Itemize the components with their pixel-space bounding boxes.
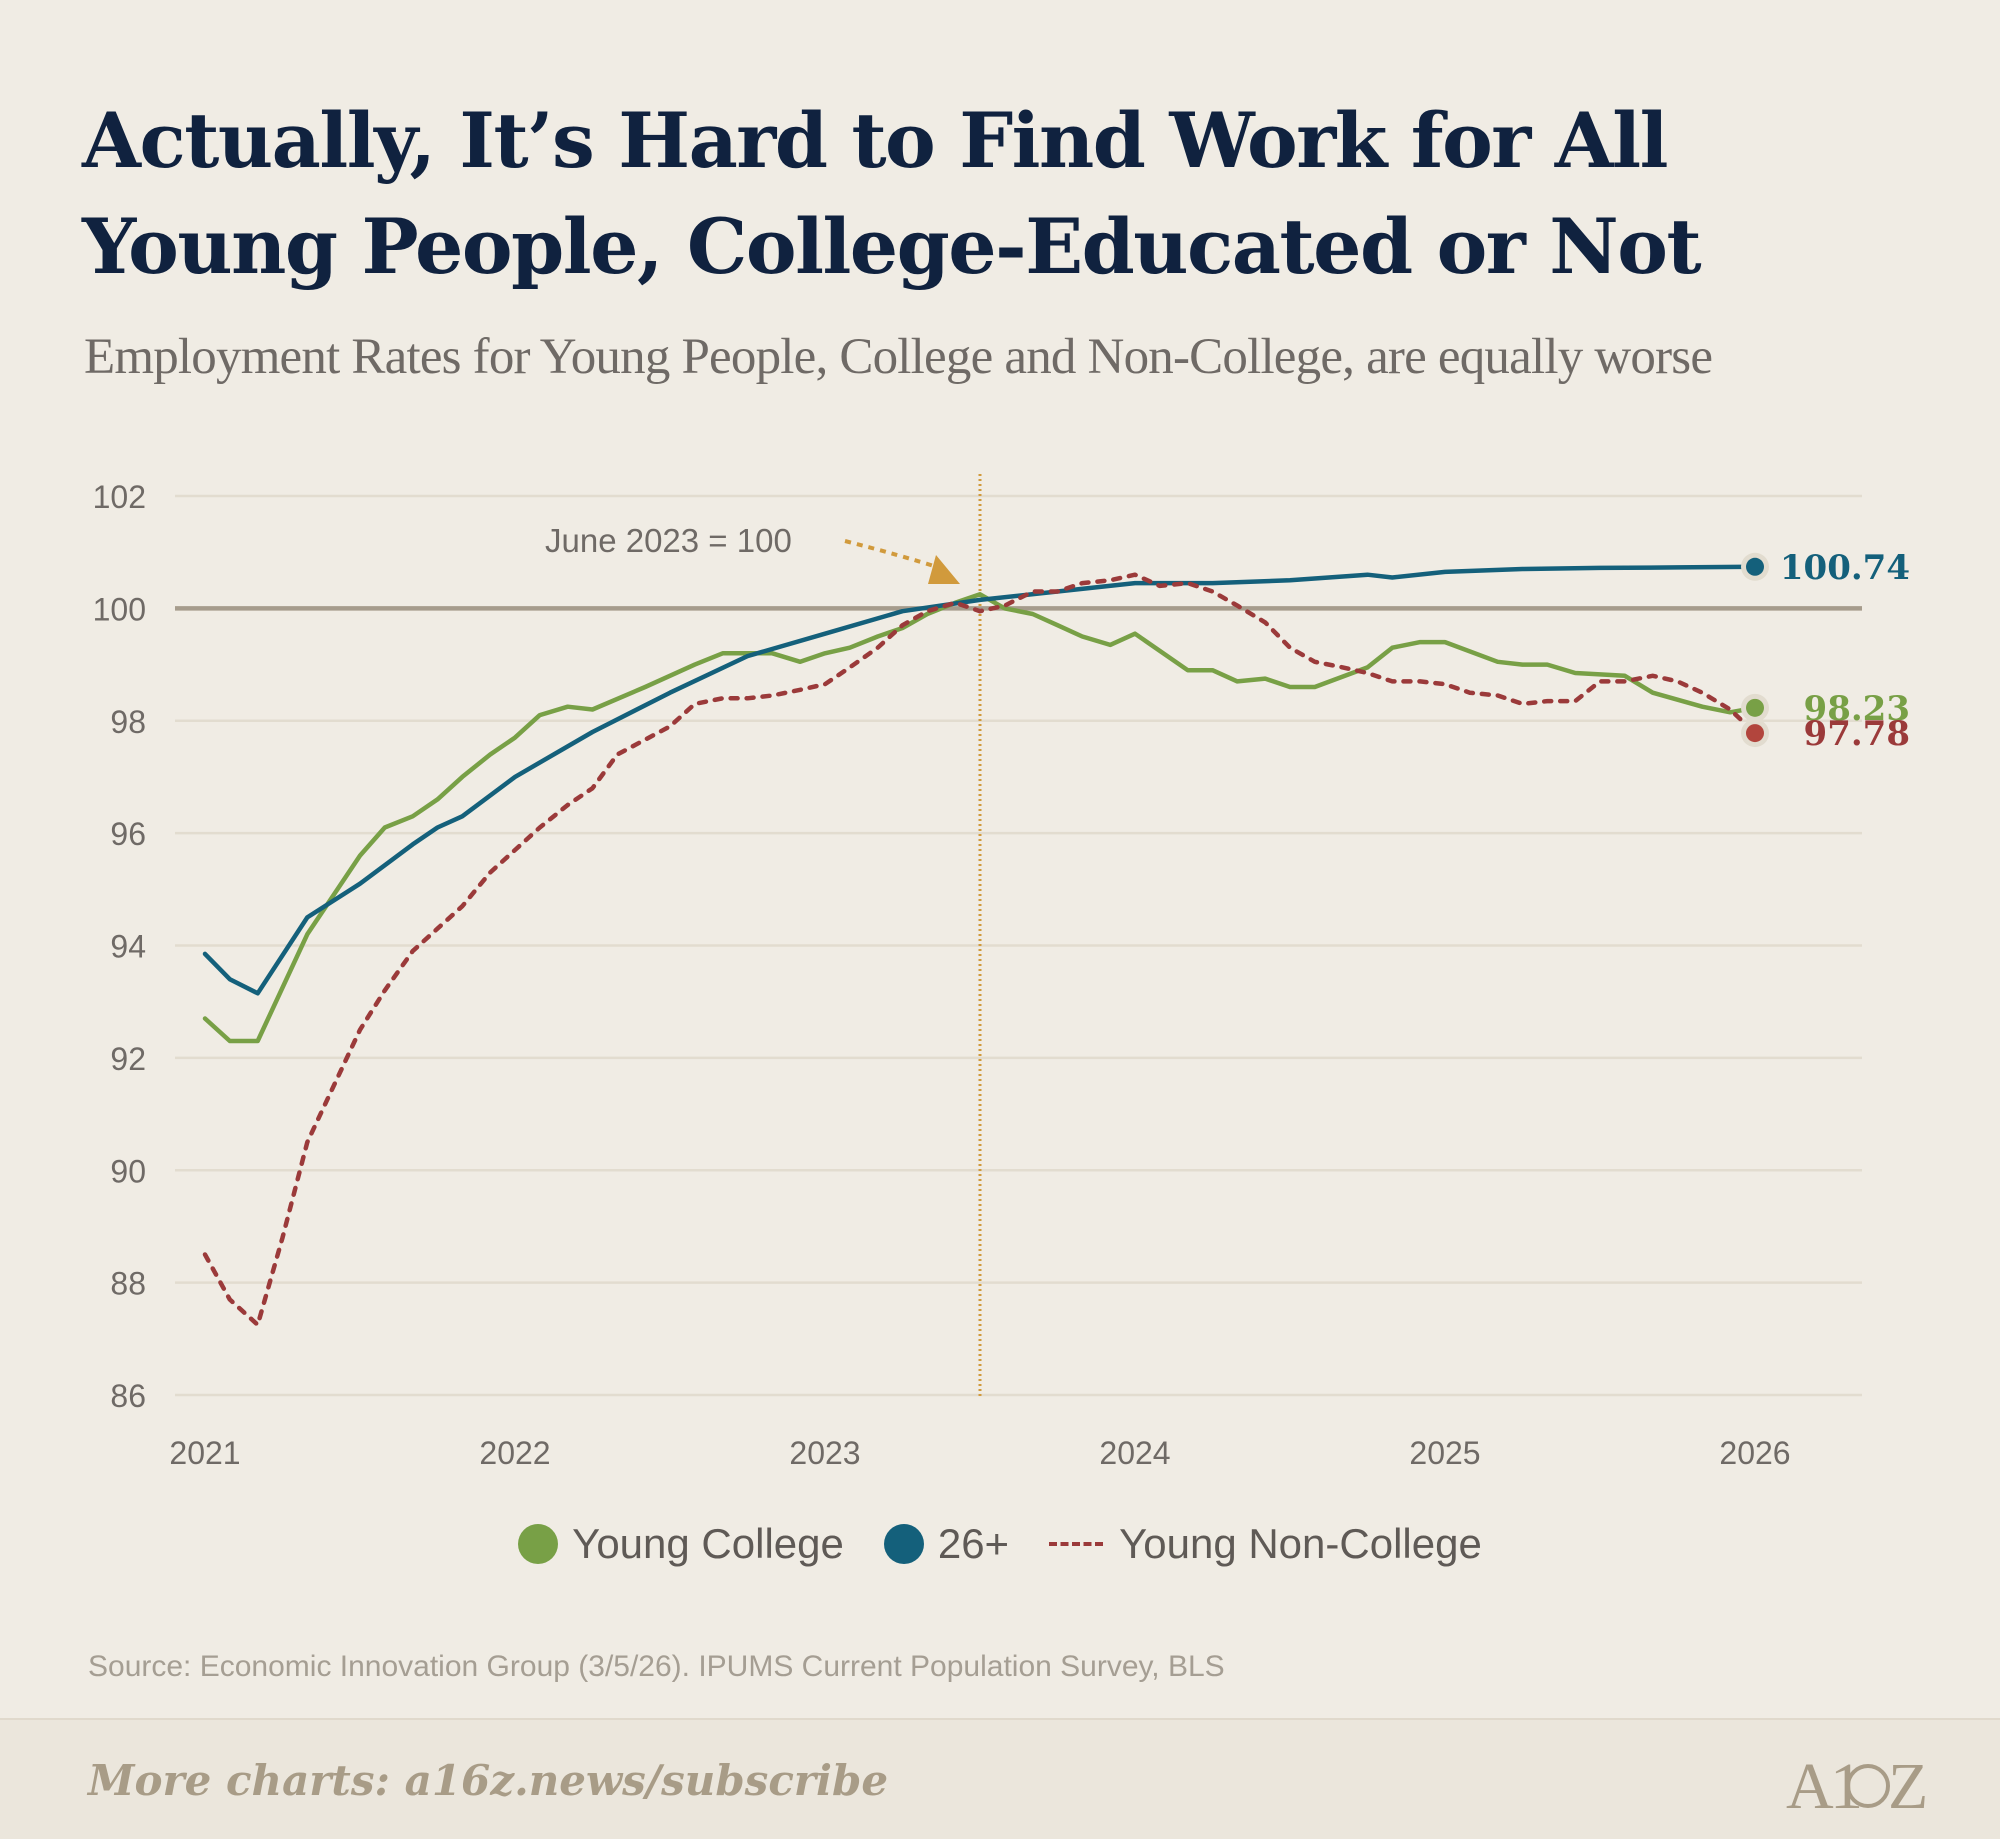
y-tick-label: 102 [93, 479, 146, 515]
legend-swatch [883, 1524, 924, 1564]
end-marker [1746, 557, 1764, 576]
legend-label: Young College [572, 1520, 844, 1567]
annotation-label: June 2023 = 100 [545, 522, 792, 559]
y-tick-label: 96 [110, 816, 146, 852]
series-line-0 [202, 592, 1758, 1044]
x-tick-label: 2023 [789, 1435, 860, 1471]
source-note: Source: Economic Innovation Group (3/5/2… [88, 1650, 1225, 1683]
end-marker [1746, 698, 1764, 717]
line-chart: 86 88 90 92 94 96 98 100 102 2021 2022 2023 2024 2025… [93, 474, 1910, 1471]
a16z-logo: A 1 Z [1786, 1750, 1926, 1823]
svg-text:A: A [1786, 1750, 1834, 1823]
end-value-label: 100.74 [1780, 548, 1910, 588]
end-value-label: 97.78 [1804, 714, 1910, 754]
legend-item-young-college[interactable]: Young College [518, 1520, 844, 1568]
legend-label: 26+ [937, 1520, 1010, 1567]
y-tick-label: 98 [110, 704, 146, 740]
y-tick-label: 100 [93, 591, 146, 627]
chart-subtitle: Employment Rates for Young People, Colle… [84, 329, 1713, 385]
subscribe-link[interactable]: More charts: a16z.news/subscribe [88, 1756, 889, 1805]
x-tick-label: 2025 [1409, 1435, 1480, 1471]
svg-text:Z: Z [1888, 1750, 1926, 1823]
end-value-label: 98.23 [1804, 689, 1910, 729]
y-tick-label: 94 [110, 929, 146, 965]
legend-item-young-non-college[interactable]: Young Non-College [1049, 1520, 1482, 1568]
legend-label: Young Non-College [1119, 1520, 1482, 1567]
series-line-1 [202, 564, 1758, 996]
y-tick-label: 86 [110, 1378, 146, 1414]
annotation-arrow [844, 539, 941, 570]
series-line-2 [202, 572, 1758, 1328]
annotation-arrowhead [928, 555, 960, 584]
x-tick-label: 2021 [169, 1435, 240, 1471]
y-tick-label: 88 [110, 1266, 146, 1302]
legend: Young College 26+ Young Non-College [0, 1520, 2000, 1568]
legend-swatch [518, 1524, 559, 1564]
x-tick-label: 2022 [479, 1435, 550, 1471]
x-tick-label: 2024 [1099, 1435, 1170, 1471]
end-marker [1746, 724, 1764, 743]
y-tick-label: 90 [110, 1153, 146, 1189]
y-tick-label: 92 [110, 1041, 146, 1077]
legend-swatch [1049, 1542, 1104, 1546]
legend-item-26-plus[interactable]: 26+ [883, 1520, 1010, 1568]
footer: More charts: a16z.news/subscribe A 1 Z [0, 1718, 2000, 1839]
x-tick-label: 2026 [1719, 1435, 1790, 1471]
chart-title: Actually, It’s Hard to Find Work for All… [82, 96, 1702, 291]
